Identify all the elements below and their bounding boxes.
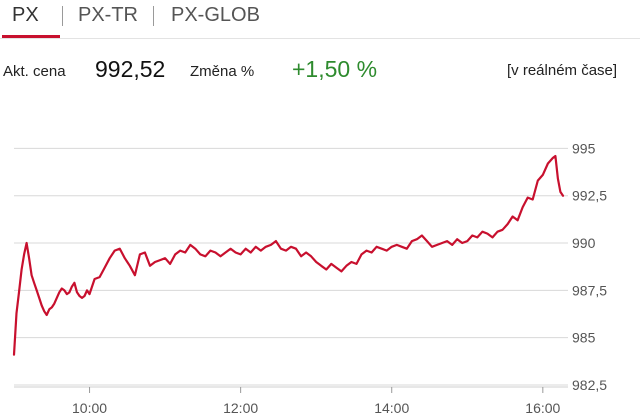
series-line: [12, 154, 565, 356]
y-tick-label: 987,5: [572, 282, 607, 298]
y-tick-label: 995: [572, 140, 596, 156]
y-axis-ticks: 995 992,5 990 987,5 985 982,5: [572, 140, 607, 393]
realtime-label: [v reálném čase]: [507, 62, 618, 79]
tab-px-tr[interactable]: PX-TR: [78, 4, 138, 26]
index-tabs: PX PX-TR PX-GLOB: [0, 0, 640, 39]
x-axis-ticks: 10:00 12:00 14:00 16:00: [14, 386, 568, 415]
active-tab-indicator: [2, 35, 60, 38]
change-percent: +1,50 %: [292, 56, 378, 82]
price-label: Akt. cena: [3, 63, 66, 80]
tab-separator: [153, 6, 154, 26]
x-tick-label: 12:00: [223, 400, 258, 415]
change-label: Změna %: [190, 63, 255, 80]
y-tick-label: 982,5: [572, 377, 607, 393]
y-tick-label: 990: [572, 235, 596, 251]
tab-px[interactable]: PX: [12, 4, 39, 26]
x-tick-label: 16:00: [525, 400, 560, 415]
current-price: 992,52: [95, 56, 166, 82]
y-tick-label: 992,5: [572, 188, 607, 204]
tab-separator: [62, 6, 63, 26]
tab-px-glob[interactable]: PX-GLOB: [171, 4, 260, 26]
chart-gridlines: [14, 147, 568, 386]
y-tick-label: 985: [572, 330, 596, 346]
x-tick-label: 10:00: [72, 400, 107, 415]
x-tick-label: 14:00: [374, 400, 409, 415]
chart-series: [12, 154, 565, 356]
